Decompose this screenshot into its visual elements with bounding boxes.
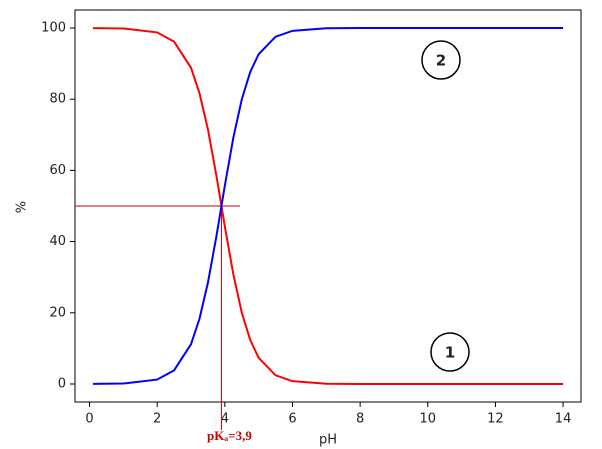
line-series [92,27,564,385]
x-tick-label: 4 [221,412,229,427]
y-tick-label: 100 [41,21,66,36]
x-tick-label: 12 [487,412,504,427]
x-tick-label: 2 [153,412,161,427]
x-tick-label: 6 [288,412,296,427]
x-tick-label: 14 [555,412,572,427]
x-tick-label: 10 [420,412,437,427]
x-tick-label: 0 [85,412,93,427]
y-tick-label: 60 [49,163,66,178]
pka-label: pKₐ=3,9 [207,428,252,443]
annotation-label: 1 [445,344,455,362]
x-axis-label: pH [319,433,337,448]
y-axis-label: % [15,201,30,213]
annotation-circle [421,40,461,80]
annotation-circle [430,332,470,372]
line-series [92,27,564,385]
annotation-label: 2 [436,52,446,70]
y-tick-label: 80 [49,92,66,107]
x-tick-label: 8 [356,412,364,427]
y-tick-label: 40 [49,234,66,249]
y-tick-label: 0 [58,376,66,391]
y-tick-label: 20 [49,305,66,320]
